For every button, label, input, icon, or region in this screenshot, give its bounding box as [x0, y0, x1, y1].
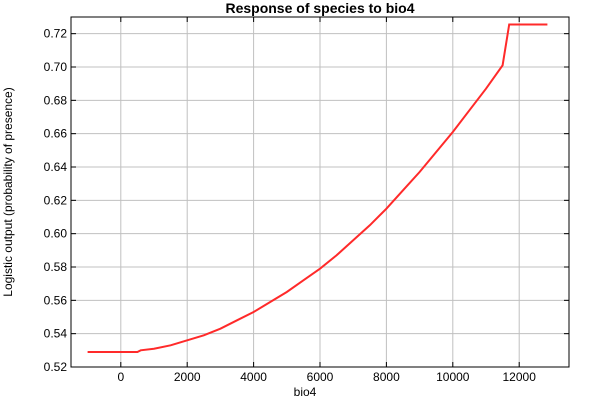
x-tick-label: 12000	[503, 370, 537, 384]
x-axis-label: bio4	[294, 385, 317, 399]
y-tick-label: 0.54	[44, 327, 68, 341]
x-tick-label: 6000	[307, 370, 334, 384]
y-tick-label: 0.62	[44, 193, 68, 207]
y-axis-label: Logistic output (probability of presence…	[1, 87, 15, 296]
y-tick-label: 0.66	[44, 127, 68, 141]
response-curve	[87, 23, 548, 353]
y-tick-label: 0.52	[44, 360, 68, 374]
x-tick-label: 4000	[240, 370, 267, 384]
y-tick-label: 0.60	[44, 227, 68, 241]
tick-layer	[71, 17, 569, 368]
y-tick-label: 0.58	[44, 260, 68, 274]
y-tick-label: 0.70	[44, 60, 68, 74]
y-tick-label: 0.64	[44, 160, 68, 174]
x-tick-label: 0	[117, 370, 124, 384]
tick-label-layer: 0 2000 4000 6000 8000 10000 12000 0.52 0.54 0.56 0…	[44, 27, 537, 384]
y-tick-label: 0.56	[44, 293, 68, 307]
y-tick-label: 0.68	[44, 93, 68, 107]
x-tick-label: 8000	[373, 370, 400, 384]
x-tick-label: 2000	[174, 370, 201, 384]
chart-title: Response of species to bio4	[225, 0, 414, 16]
x-tick-label: 10000	[436, 370, 470, 384]
y-tick-label: 0.72	[44, 27, 68, 41]
grid-layer	[71, 17, 569, 368]
